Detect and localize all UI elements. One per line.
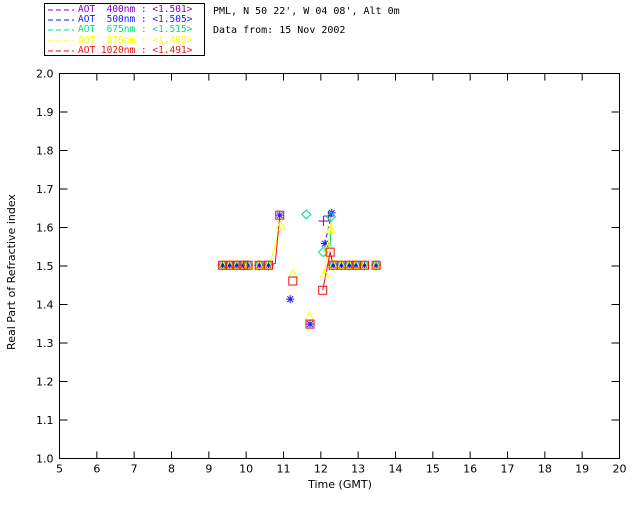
series-1020nm-markers [218, 210, 381, 329]
x-tick-label: 13 [351, 463, 365, 476]
y-tick-label: 1.4 [36, 299, 54, 312]
x-tick-label: 18 [538, 463, 552, 476]
series-870nm-markers [217, 220, 382, 320]
legend-label-400nm: AOT 400nm : <1.501> [78, 4, 193, 16]
x-tick-label: 9 [205, 463, 212, 476]
y-tick-label: 1.6 [36, 222, 54, 235]
x-tick-labels: 5 6 7 8 9 10 11 12 13 14 15 16 17 18 19 20 [56, 463, 627, 476]
legend-dash-swatch-400nm [48, 9, 74, 11]
legend-dash-swatch-675nm [48, 29, 74, 31]
legend-entry-675nm: AOT 675nm : <1.515> [45, 25, 204, 35]
y-tick-labels: 1.0 1.1 1.2 1.3 1.4 1.5 1.6 1.7 1.8 1.9 2.0 [36, 68, 54, 466]
legend-label-870nm: AOT 870nm : <1.499> [78, 34, 193, 46]
y-tick-label: 1.7 [36, 183, 54, 196]
x-tick-label: 16 [463, 463, 477, 476]
y-tick-label: 1.9 [36, 106, 54, 119]
legend-entry-500nm: AOT 500nm : <1.505> [45, 15, 204, 25]
plot-frame [59, 73, 620, 459]
x-axis-ticks [59, 73, 620, 459]
legend-dash-swatch-870nm [48, 40, 74, 42]
header-line-2: Data from: 15 Nov 2002 [213, 25, 346, 36]
y-tick-label: 1.8 [36, 145, 54, 158]
legend-label-1020nm: AOT 1020nm : <1.491> [78, 44, 193, 56]
y-tick-label: 1.0 [36, 453, 54, 466]
x-tick-label: 5 [56, 463, 63, 476]
x-tick-label: 17 [501, 463, 515, 476]
x-tick-label: 10 [239, 463, 253, 476]
header-line-1: PML, N 50 22', W 04 08', Alt 0m [213, 6, 400, 17]
x-tick-label: 19 [575, 463, 589, 476]
y-axis-label: Real Part of Refractive index [5, 194, 18, 350]
legend-label-500nm: AOT 500nm : <1.505> [78, 14, 193, 26]
y-tick-label: 1.5 [36, 260, 54, 273]
x-tick-label: 7 [131, 463, 138, 476]
legend-entry-400nm: AOT 400nm : <1.501> [45, 5, 204, 15]
legend-dash-swatch-1020nm [48, 50, 74, 52]
y-axis-ticks [59, 73, 620, 459]
x-tick-label: 8 [168, 463, 175, 476]
legend-box: AOT 400nm : <1.501> AOT 500nm : <1.505> AO… [44, 3, 205, 56]
legend-entry-1020nm: AOT 1020nm : <1.491> [45, 44, 204, 56]
legend-entry-870nm: AOT 870nm : <1.499> [45, 34, 204, 46]
legend-label-675nm: AOT 675nm : <1.515> [78, 24, 193, 36]
x-tick-label: 11 [277, 463, 291, 476]
x-tick-label: 12 [314, 463, 328, 476]
x-tick-label: 14 [389, 463, 403, 476]
y-tick-label: 1.1 [36, 414, 54, 427]
legend-dash-swatch-500nm [48, 19, 74, 21]
x-tick-label: 6 [93, 463, 100, 476]
x-tick-label: 20 [613, 463, 627, 476]
y-tick-label: 1.3 [36, 337, 54, 350]
series-870nm-lines [268, 217, 332, 274]
x-tick-label: 15 [426, 463, 440, 476]
y-tick-label: 2.0 [36, 68, 54, 81]
x-axis-label: Time (GMT) [308, 478, 372, 491]
y-tick-label: 1.2 [36, 376, 54, 389]
